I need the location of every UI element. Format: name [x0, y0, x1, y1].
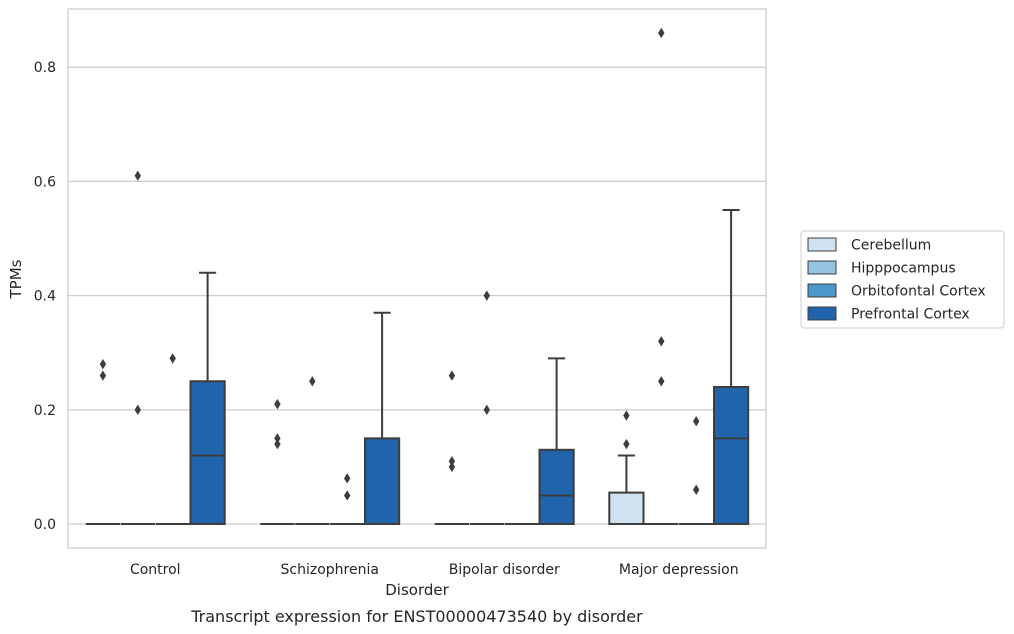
- x-axis-ticks: Control Schizophrenia Bipolar disorder Majo…: [130, 562, 739, 578]
- outlier-point: [623, 410, 630, 421]
- legend-label: Prefrontal Cortex: [851, 307, 970, 323]
- y-axis-label: TPMs: [7, 259, 25, 299]
- outlier-point: [658, 376, 665, 387]
- boxes: [85, 27, 750, 526]
- outlier-point: [448, 461, 456, 473]
- box-body: [538, 448, 575, 526]
- outlier-point: [274, 398, 281, 410]
- outlier-point: [274, 438, 281, 450]
- y-tick-label: 0.8: [34, 60, 56, 76]
- box-orbitofontal-cortex: [679, 416, 714, 526]
- outlier-point: [658, 336, 665, 347]
- legend: Cerebellum Hipppocampus Orbitofontal Corte…: [800, 230, 1005, 329]
- legend-swatch: [807, 306, 837, 321]
- outlier-point: [693, 416, 700, 427]
- box-body: [363, 437, 401, 526]
- outlier-point: [134, 404, 141, 416]
- legend-swatch: [807, 237, 837, 252]
- outlier-point: [169, 353, 176, 364]
- x-tick-label: Bipolar disorder: [449, 562, 560, 578]
- box-cerebellum: [85, 358, 121, 526]
- y-tick-label: 0.0: [34, 517, 56, 533]
- x-tick-label: Control: [130, 562, 181, 578]
- outlier-point: [658, 27, 665, 39]
- box-cerebellum: [260, 398, 295, 526]
- y-tick-label: 0.2: [34, 403, 56, 419]
- legend-frame: [800, 230, 1005, 329]
- box-orbitofontal-cortex: [155, 353, 190, 526]
- legend-label: Cerebellum: [851, 238, 931, 254]
- y-axis-ticks: 0.0 0.2 0.4 0.6 0.8: [34, 60, 56, 533]
- outlier-point: [99, 370, 107, 381]
- box-body: [189, 380, 226, 526]
- outlier-point: [483, 290, 490, 301]
- outlier-point: [344, 473, 351, 484]
- outlier-point: [483, 404, 490, 416]
- box-body: [608, 491, 645, 526]
- grid-lines: [68, 66, 766, 525]
- box-hipppocampus: [469, 290, 504, 526]
- box-prefrontal-cortex: [712, 208, 750, 526]
- outlier-point: [309, 376, 316, 387]
- legend-swatch: [807, 283, 837, 298]
- box-hipppocampus: [295, 376, 330, 526]
- outlier-point: [99, 358, 107, 370]
- x-tick-label: Major depression: [619, 562, 739, 578]
- box-orbitofontal-cortex: [330, 473, 365, 526]
- outlier-point: [693, 484, 700, 495]
- legend-swatch: [807, 260, 837, 275]
- x-tick-label: Schizophrenia: [281, 562, 379, 578]
- box-cerebellum: [434, 370, 470, 526]
- plot-frame: [67, 8, 767, 549]
- box-prefrontal-cortex: [189, 271, 226, 526]
- outlier-point: [448, 456, 456, 467]
- outlier-point: [274, 433, 281, 444]
- chart-caption: Transcript expression for ENST0000047354…: [190, 607, 643, 626]
- box-cerebellum: [608, 410, 645, 526]
- x-axis-label: Disorder: [385, 581, 449, 599]
- box-hipppocampus: [644, 27, 679, 526]
- y-tick-label: 0.4: [34, 289, 56, 305]
- outlier-point: [623, 438, 630, 450]
- box-body: [712, 385, 750, 526]
- legend-label: Orbitofontal Cortex: [851, 284, 986, 300]
- outlier-point: [134, 170, 141, 181]
- outlier-point: [448, 370, 456, 381]
- outlier-point: [344, 490, 351, 501]
- legend-label: Hipppocampus: [851, 261, 956, 277]
- box-prefrontal-cortex: [363, 311, 401, 526]
- box-prefrontal-cortex: [538, 357, 575, 526]
- box-hipppocampus: [120, 170, 155, 526]
- y-tick-label: 0.6: [34, 174, 56, 190]
